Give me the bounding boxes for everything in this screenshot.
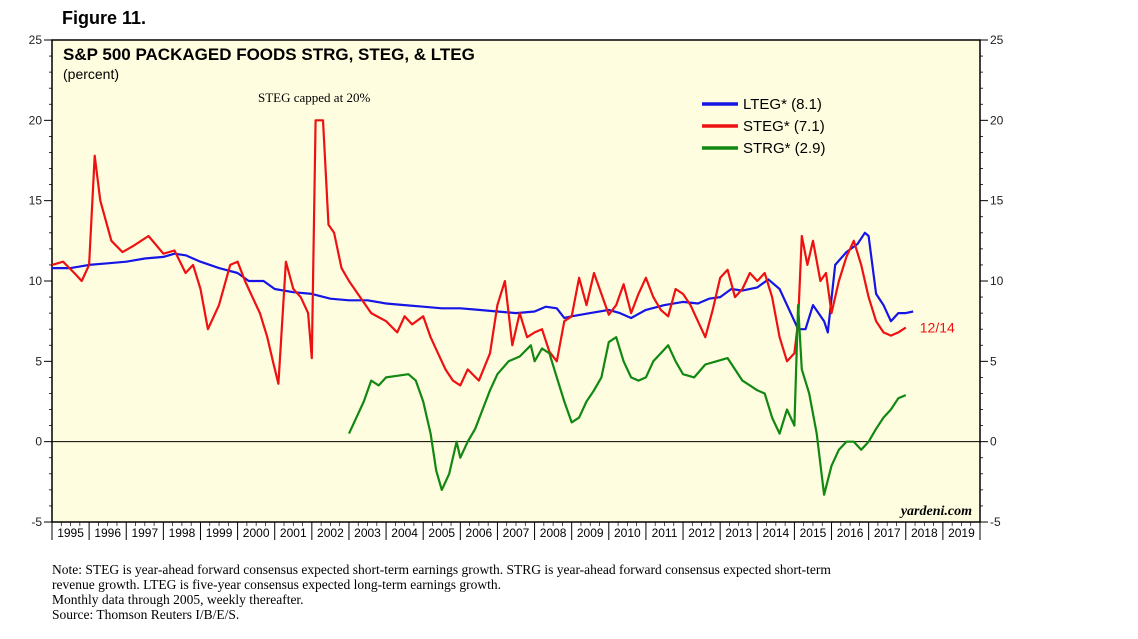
x-tick-label: 2011 [652, 526, 678, 540]
source-line: Source: Thomson Reuters I/B/E/S. [52, 607, 240, 622]
y-tick-label-left: 10 [29, 274, 43, 288]
x-tick-label: 2014 [762, 526, 789, 540]
y-tick-label-right: 0 [990, 435, 997, 449]
x-tick-label: 2006 [466, 526, 493, 540]
x-tick-label: 2002 [317, 526, 344, 540]
x-tick-label: 2009 [577, 526, 604, 540]
legend-label-strg: STRG* (2.9) [743, 140, 826, 157]
x-tick-label: 2005 [428, 526, 455, 540]
x-tick-label: 2004 [391, 526, 418, 540]
x-tick-label: 1999 [206, 526, 233, 540]
x-tick-label: 2010 [614, 526, 641, 540]
x-tick-label: 2018 [911, 526, 938, 540]
end-date-label: 12/14 [920, 320, 955, 336]
note-line-1: Note: STEG is year-ahead forward consens… [52, 562, 831, 577]
y-tick-label-right: 25 [990, 33, 1004, 47]
x-tick-label: 2003 [354, 526, 381, 540]
y-tick-label-right: 20 [990, 113, 1004, 127]
x-tick-label: 2015 [800, 526, 827, 540]
watermark: yardeni.com [899, 504, 972, 519]
x-tick-label: 2001 [280, 526, 307, 540]
steg-cap-annotation: STEG capped at 20% [258, 90, 370, 105]
chart: -5 -5 0 0 5 5 10 10 15 15 20 20 25 25 1995 1996 1997 1998… [29, 33, 1004, 540]
y-tick-label-right: 15 [990, 194, 1004, 208]
x-tick-label: 2007 [503, 526, 530, 540]
note-line-3: Monthly data through 2005, weekly therea… [52, 592, 304, 607]
y-tick-label-right: -5 [990, 515, 1001, 529]
footnotes: Note: STEG is year-ahead forward consens… [52, 562, 1012, 622]
x-tick-label: 2008 [540, 526, 567, 540]
series-line-strg [348, 304, 907, 496]
note-line-2: revenue growth. LTEG is five-year consen… [52, 577, 501, 592]
y-tick-label-left: 25 [29, 33, 43, 47]
x-tick-label: 1997 [131, 526, 158, 540]
legend-label-steg: STEG* (7.1) [743, 118, 825, 135]
series-line-steg [51, 119, 907, 387]
legend-label-lteg: LTEG* (8.1) [743, 96, 822, 113]
figure-label: Figure 11. [62, 8, 147, 28]
y-tick-label-left: 5 [35, 354, 42, 368]
x-tick-label: 1995 [57, 526, 84, 540]
x-tick-label: 2012 [688, 526, 715, 540]
y-tick-label-right: 5 [990, 354, 997, 368]
x-tick-label: 2013 [725, 526, 752, 540]
x-tick-label: 1996 [94, 526, 121, 540]
x-tick-label: 2019 [948, 526, 975, 540]
chart-title: S&P 500 PACKAGED FOODS STRG, STEG, & LTE… [63, 45, 475, 64]
x-tick-label: 2016 [837, 526, 864, 540]
y-tick-label-left: 20 [29, 113, 43, 127]
y-tick-label-left: 0 [35, 435, 42, 449]
y-tick-label-left: -5 [31, 515, 42, 529]
chart-subtitle: (percent) [63, 66, 119, 82]
x-tick-label: 1998 [169, 526, 196, 540]
plot-area [51, 39, 981, 523]
x-tick-label: 2000 [243, 526, 270, 540]
y-tick-label-right: 10 [990, 274, 1004, 288]
y-tick-label-left: 15 [29, 194, 43, 208]
x-tick-label: 2017 [874, 526, 901, 540]
